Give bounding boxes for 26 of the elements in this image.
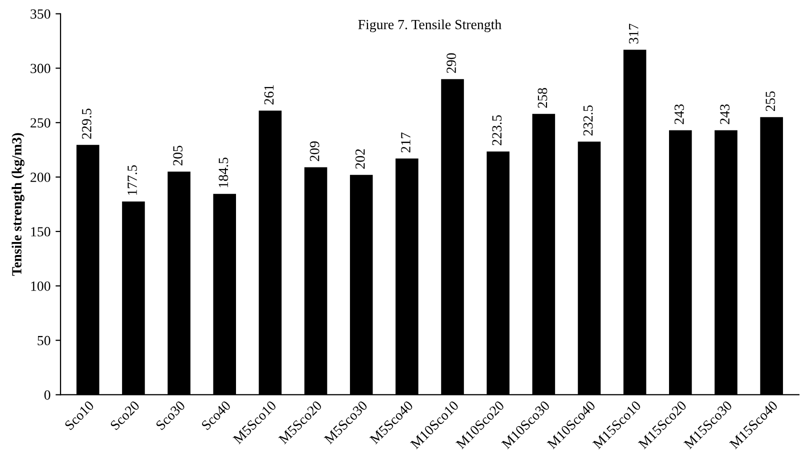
data-label: 205	[173, 146, 183, 166]
y-tick-label: 350	[30, 9, 50, 19]
y-axis-title: Tensile strength (kg/m3)	[12, 133, 24, 276]
data-label: 202	[355, 149, 365, 169]
data-label: 317	[628, 24, 638, 44]
y-tick-label: 300	[30, 64, 50, 74]
data-label: 209	[310, 141, 320, 162]
data-label: 223.5	[492, 115, 502, 146]
chart-title: Figure 7. Tensile Strength	[358, 19, 502, 32]
data-label: 258	[538, 88, 548, 108]
y-tick-label: 100	[31, 281, 50, 291]
data-label: 217	[401, 132, 410, 152]
y-tick-label: 0	[44, 390, 50, 400]
data-label: 243	[720, 104, 730, 124]
y-tick-label: 250	[30, 118, 50, 128]
y-tick-label: 50	[38, 336, 50, 346]
data-label: 177.5	[128, 165, 137, 195]
data-label: 229.5	[82, 108, 92, 139]
y-tick-label: 200	[30, 172, 50, 182]
data-label: 290	[446, 53, 456, 73]
data-label: 255	[766, 91, 776, 112]
data-label: 232.5	[583, 105, 593, 136]
data-label: 184.5	[218, 158, 228, 188]
y-tick-label: 150	[31, 227, 50, 236]
data-label: 261	[264, 85, 274, 104]
data-label: 243	[674, 104, 684, 124]
